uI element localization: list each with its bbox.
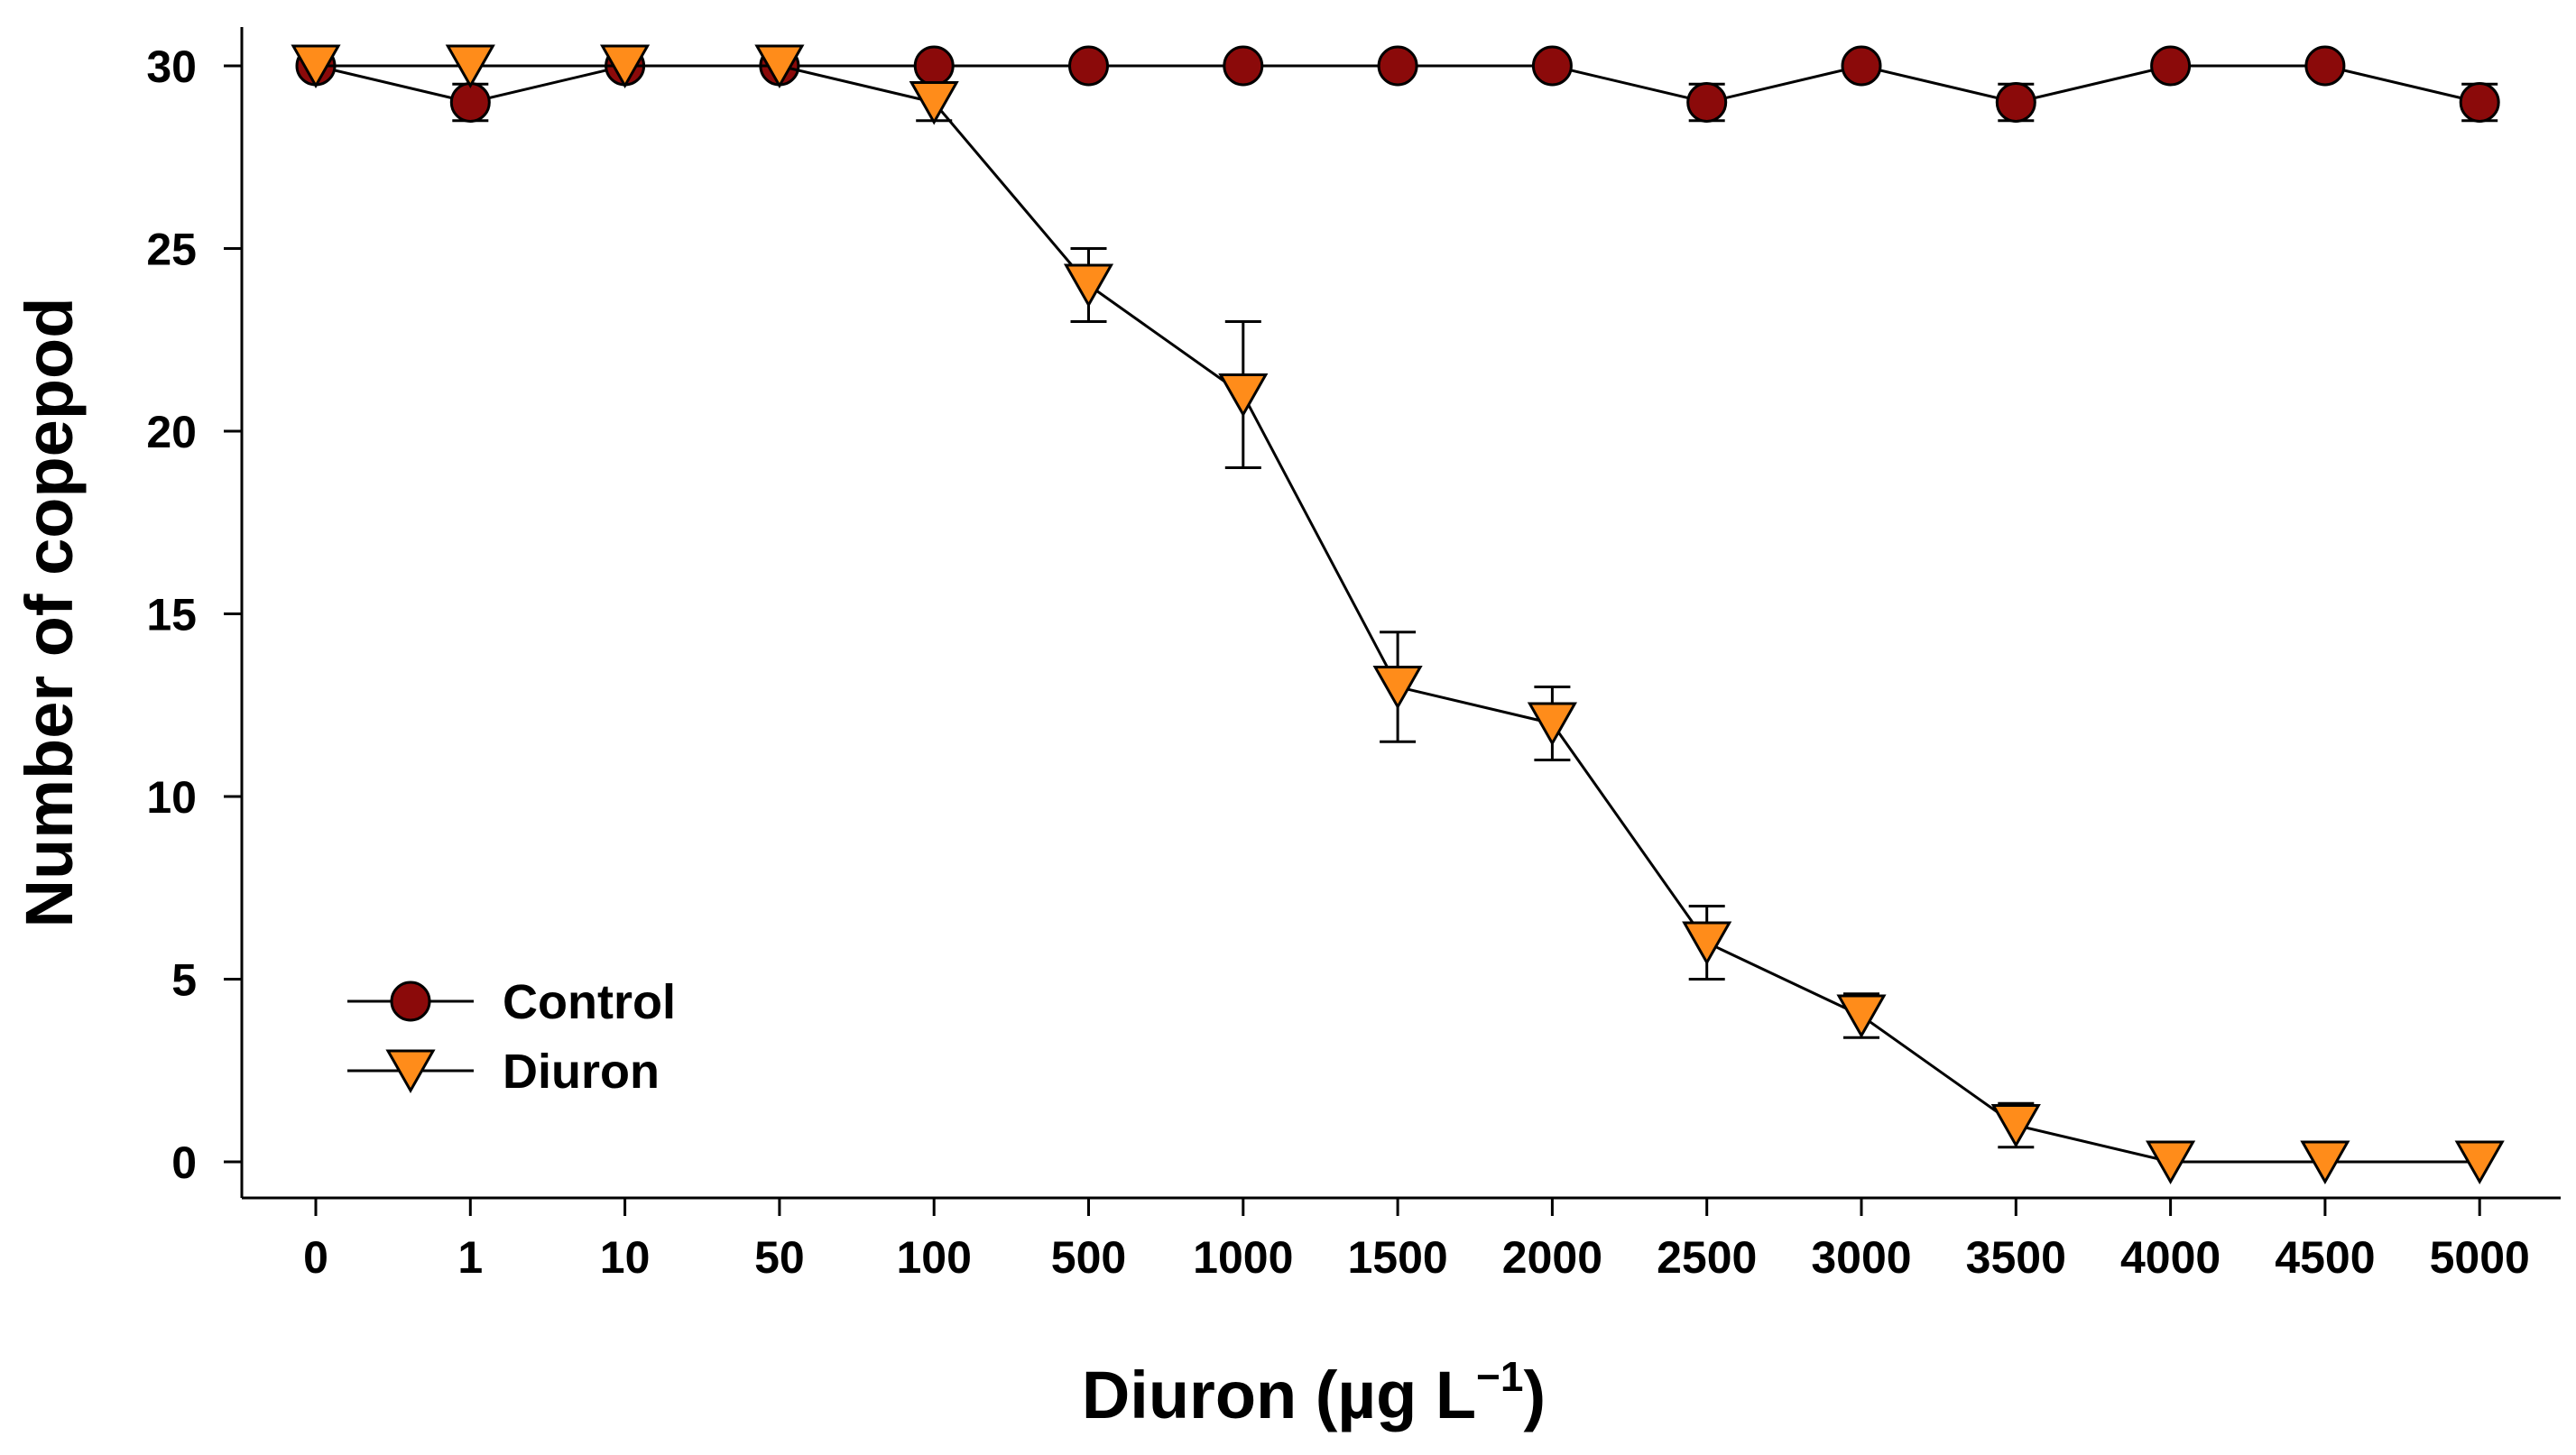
x-axis-title-close: ) xyxy=(1524,1358,1547,1432)
control-point xyxy=(2150,45,2192,87)
legend: Control Diuron xyxy=(347,975,676,1099)
y-ticks: 0 5 10 15 20 25 30 xyxy=(146,41,242,1188)
x-tick-label: 1 xyxy=(457,1232,483,1283)
x-tick-label: 100 xyxy=(896,1232,971,1283)
control-point xyxy=(449,82,491,123)
x-axis-title: Diuron (µg L−1) xyxy=(1082,1353,1546,1432)
control-point xyxy=(1995,82,2036,123)
x-tick-label: 10 xyxy=(600,1232,651,1283)
y-tick-label: 0 xyxy=(171,1137,197,1188)
diuron-point xyxy=(1682,921,1732,966)
diuron-point xyxy=(1063,263,1114,308)
control-point xyxy=(1841,45,1882,87)
legend-label-control: Control xyxy=(503,975,676,1029)
x-tick-label: 3500 xyxy=(1966,1232,2066,1283)
x-tick-label: 4500 xyxy=(2275,1232,2375,1283)
control-point xyxy=(1531,45,1573,87)
y-axis-title: Number of copepod xyxy=(12,298,87,928)
diuron-point xyxy=(909,81,959,125)
y-tick-label: 20 xyxy=(146,407,197,457)
control-point xyxy=(1068,45,1109,87)
x-ticks: 0 1 10 50 100 500 1000 1500 2000 2500 3000 3500 4000… xyxy=(303,1198,2530,1283)
control-point xyxy=(1377,45,1418,87)
legend-marker-diuron xyxy=(385,1049,436,1094)
y-tick-label: 10 xyxy=(146,772,197,823)
diuron-point xyxy=(1527,702,1577,747)
x-tick-label: 1000 xyxy=(1193,1232,1293,1283)
control-point xyxy=(1686,82,1728,123)
control-point xyxy=(1223,45,1264,87)
y-tick-label: 5 xyxy=(171,955,197,1006)
diuron-point xyxy=(2146,1140,2196,1185)
x-tick-label: 4000 xyxy=(2120,1232,2221,1283)
control-point xyxy=(2459,82,2500,123)
x-tick-label: 500 xyxy=(1051,1232,1126,1283)
diuron-point xyxy=(1372,666,1423,710)
diuron-point xyxy=(1836,994,1887,1039)
x-tick-label: 2000 xyxy=(1502,1232,1602,1283)
series-diuron xyxy=(291,44,2505,1185)
x-axis-title-main: Diuron (µg L xyxy=(1082,1358,1476,1432)
legend-label-diuron: Diuron xyxy=(503,1045,660,1099)
diuron-point xyxy=(600,44,651,89)
x-tick-label: 0 xyxy=(303,1232,328,1283)
x-tick-label: 1500 xyxy=(1347,1232,1447,1283)
diuron-point xyxy=(1218,373,1269,418)
diuron-point xyxy=(1990,1104,2041,1148)
control-point xyxy=(913,45,955,87)
x-tick-label: 3000 xyxy=(1811,1232,1911,1283)
x-tick-label: 5000 xyxy=(2430,1232,2530,1283)
x-tick-label: 50 xyxy=(754,1232,805,1283)
diuron-point xyxy=(754,44,805,89)
y-tick-label: 30 xyxy=(146,41,197,92)
diuron-point xyxy=(2300,1140,2350,1185)
diuron-point xyxy=(445,44,495,89)
legend-marker-control xyxy=(390,981,431,1022)
x-tick-label: 2500 xyxy=(1657,1232,1757,1283)
diuron-point xyxy=(291,44,341,89)
x-axis-title-superscript: −1 xyxy=(1476,1353,1523,1400)
series-layer xyxy=(291,44,2505,1185)
y-tick-label: 25 xyxy=(146,225,197,275)
diuron-point xyxy=(2454,1140,2505,1185)
control-point xyxy=(2304,45,2346,87)
y-tick-label: 15 xyxy=(146,590,197,640)
